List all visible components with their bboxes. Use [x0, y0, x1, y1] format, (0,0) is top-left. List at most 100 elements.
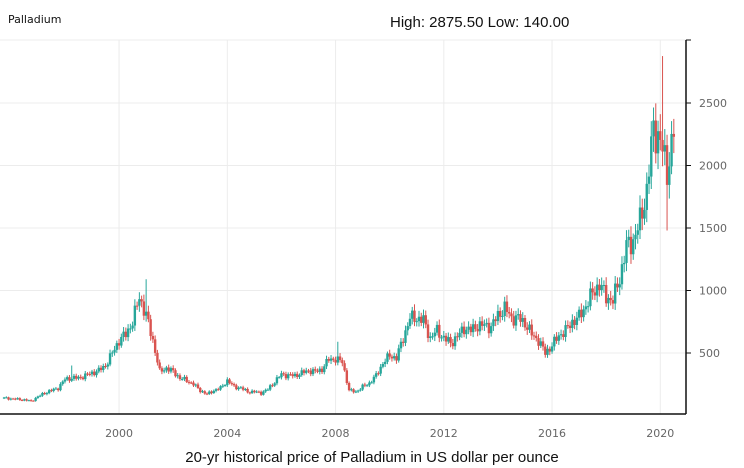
candle-body [553, 336, 556, 347]
candle-body [571, 319, 574, 329]
candle-body [406, 326, 409, 331]
candle-body [63, 379, 67, 382]
candle-body [591, 288, 594, 293]
candle-body [241, 387, 245, 390]
candle-body [652, 120, 655, 137]
candle-body [347, 382, 351, 391]
candle-body [555, 336, 558, 341]
candle-body [620, 264, 624, 285]
candle-body [656, 131, 660, 154]
candle-body [496, 310, 500, 322]
candle-body [483, 324, 486, 326]
candle-body [219, 386, 222, 390]
candle-body [593, 292, 597, 296]
x-tick-label: 2000 [105, 427, 133, 440]
candle-body [356, 390, 360, 392]
candle-body [343, 363, 346, 371]
candle-body [634, 234, 637, 240]
candle-body [584, 306, 588, 310]
candle-body [23, 399, 26, 401]
candle-body [352, 389, 355, 393]
candle-body [7, 397, 10, 400]
candle-body [595, 284, 599, 296]
x-tick-label: 2008 [322, 427, 350, 440]
candle-body [625, 240, 628, 263]
candle-body [368, 382, 371, 386]
candle-body [365, 385, 369, 387]
candle-body [659, 131, 662, 140]
candle-body [329, 358, 333, 361]
chart-caption: 20-yr historical price of Palladium in U… [185, 449, 559, 466]
candle-body [212, 390, 215, 394]
candle-body [111, 352, 114, 354]
candle-body [508, 312, 511, 314]
candle-body [327, 358, 330, 361]
candle-body [167, 367, 170, 372]
candle-body [550, 346, 554, 352]
candle-body [20, 399, 24, 401]
candle-body [323, 366, 326, 373]
candle-body [61, 381, 64, 385]
y-tick-label: 1000 [699, 285, 727, 298]
candle-body [248, 392, 252, 394]
candle-body [203, 391, 206, 394]
x-tick-label: 2012 [430, 427, 458, 440]
candle-body [325, 358, 328, 367]
candle-body [350, 389, 353, 391]
candle-body [147, 311, 150, 320]
candle-body [609, 297, 612, 301]
candle-body [169, 368, 173, 372]
candle-body [235, 385, 238, 390]
candle-body [440, 337, 443, 339]
candle-body [14, 398, 17, 400]
candle-body [641, 207, 644, 219]
candle-body [372, 376, 376, 383]
candle-body [52, 388, 55, 391]
candle-body [363, 384, 367, 386]
candle-body [469, 326, 473, 333]
candle-body [665, 145, 669, 185]
candle-body [422, 315, 425, 323]
candle-body [341, 360, 344, 364]
candle-body [45, 393, 49, 395]
candle-body [255, 391, 258, 393]
candle-body [598, 284, 601, 291]
candle-body [298, 375, 301, 377]
candle-body [668, 166, 671, 185]
candle-body [18, 398, 22, 400]
candle-body [289, 374, 292, 376]
x-tick-label: 2020 [646, 427, 674, 440]
candle-body [99, 367, 103, 371]
candle-body [253, 390, 256, 393]
candle-body [192, 382, 195, 386]
candle-body [604, 285, 608, 304]
candle-body [208, 391, 211, 395]
candle-body [453, 336, 457, 347]
candle-body [494, 319, 497, 322]
candle-body [183, 376, 186, 379]
candle-body [239, 387, 243, 389]
candle-body [474, 324, 477, 329]
x-tick-label: 2016 [538, 427, 566, 440]
candle-body [158, 362, 161, 369]
candle-body [72, 375, 76, 379]
candle-body [456, 336, 459, 338]
candle-body [505, 301, 509, 313]
candle-body [487, 322, 491, 334]
candle-body [392, 356, 396, 359]
candle-body [557, 335, 561, 341]
candle-body [34, 397, 37, 401]
candle-body [296, 373, 299, 377]
candle-body [104, 365, 107, 367]
candle-body [302, 370, 306, 373]
candle-body [600, 285, 603, 291]
candle-body [654, 120, 657, 154]
candle-body [442, 335, 446, 338]
candle-body [381, 363, 385, 367]
candle-body [645, 183, 648, 210]
candle-body [11, 398, 15, 400]
candle-body [102, 365, 105, 371]
candle-body [174, 370, 177, 377]
candle-body [156, 352, 159, 363]
